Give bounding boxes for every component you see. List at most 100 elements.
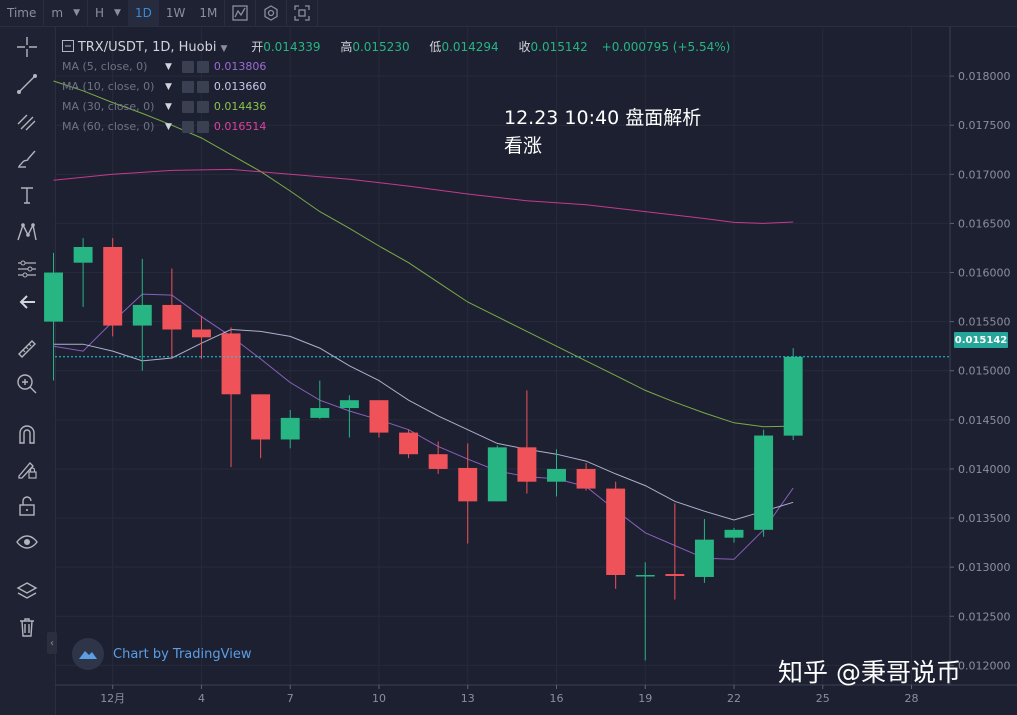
candle-body [754, 435, 774, 530]
ma-legend-row[interactable]: MA (10, close, 0) ▼ 0.013660 [62, 80, 266, 93]
back-arrow-icon[interactable] [13, 288, 41, 316]
tradingview-branding[interactable]: Chart by TradingView [72, 638, 251, 670]
settings-icon[interactable] [181, 120, 194, 133]
price-tick-label: 0.017000 [958, 168, 1011, 181]
open-value: 0.014339 [263, 40, 321, 54]
zoom-in-icon[interactable] [13, 370, 41, 398]
candle-body [103, 246, 123, 326]
ma-legend-row[interactable]: MA (60, close, 0) ▼ 0.016514 [62, 120, 266, 133]
candle-body [251, 394, 271, 440]
candle-body [547, 468, 566, 482]
interval-1w-button[interactable]: 1W [165, 6, 186, 20]
eye-icon[interactable] [13, 528, 41, 556]
magnet-icon[interactable] [13, 420, 41, 448]
pattern-icon[interactable] [13, 218, 41, 246]
crosshair-icon[interactable] [13, 33, 41, 61]
ma-value: 0.013660 [213, 80, 267, 93]
chevron-down-icon: ▼ [165, 81, 172, 92]
fullscreen-button[interactable] [287, 0, 317, 26]
chevron-left-icon: ‹ [50, 637, 54, 649]
candle-body [487, 447, 507, 502]
moving-average-lines [53, 80, 794, 560]
close-value: 0.015142 [530, 40, 588, 54]
chart-type-button[interactable] [225, 0, 255, 26]
trend-line-icon[interactable] [13, 70, 41, 98]
settings-icon[interactable] [181, 80, 194, 93]
toolbar-divider [317, 0, 319, 26]
settings-icon[interactable] [181, 60, 194, 73]
minute-interval-dropdown[interactable]: m ▼ [44, 0, 87, 26]
toolbar-divider [43, 0, 45, 26]
time-tick-label: 25 [816, 692, 830, 705]
ruler-icon[interactable] [13, 335, 41, 363]
candle-body [635, 575, 655, 577]
chart-annotation: 12.23 10:40 盘面解析 看涨 [504, 104, 701, 160]
open-label: 开 [251, 40, 264, 54]
price-axis: 0.018000 0.017500 0.017000 0.016500 0.016000… [950, 70, 1011, 672]
close-icon[interactable] [196, 60, 209, 73]
settings-button[interactable] [256, 0, 286, 26]
price-tick-label: 0.014000 [958, 463, 1011, 476]
ma-value: 0.014436 [213, 100, 267, 113]
price-tick-label: 0.012000 [958, 659, 1011, 672]
toolbar-divider [87, 0, 88, 26]
annotation-line-2: 看涨 [504, 135, 543, 157]
interval-1d-button[interactable]: 1D [127, 0, 159, 26]
collapse-legend-icon [62, 40, 74, 52]
candle-body [132, 304, 152, 326]
unlock-icon[interactable] [13, 492, 41, 520]
time-tick-label: 19 [638, 692, 652, 705]
gear-icon [264, 5, 278, 21]
candle-body [369, 400, 389, 433]
close-icon[interactable] [196, 100, 209, 113]
ma-label: MA (30, close, 0) [62, 100, 155, 113]
candle-body [44, 272, 63, 322]
chevron-down-icon: ▼ [165, 61, 172, 72]
close-icon[interactable] [196, 80, 209, 93]
price-tick-label: 0.016000 [958, 267, 1011, 280]
ma-label: MA (5, close, 0) [62, 60, 148, 73]
chevron-down-icon: ▼ [165, 101, 172, 112]
collapse-toolbar-button[interactable]: ‹ [47, 632, 57, 654]
trash-icon[interactable] [13, 613, 41, 641]
price-tick-label: 0.013000 [958, 561, 1011, 574]
tradingview-label: Chart by TradingView [113, 646, 252, 662]
brush-icon[interactable] [13, 144, 41, 172]
candle-body [665, 574, 685, 576]
candle-body [191, 329, 211, 338]
low-label: 低 [429, 40, 442, 54]
time-axis: 12月 4 7 10 13 16 19 22 25 28 [100, 685, 919, 705]
prediction-icon[interactable] [13, 255, 41, 283]
ma-legend-row[interactable]: MA (30, close, 0) ▼ 0.014436 [62, 100, 266, 113]
candle-body [428, 454, 448, 469]
symbol-title[interactable]: TRX/USDT, 1D, Huobi [77, 40, 217, 55]
last-price-tag: 0.015142 [954, 332, 1008, 348]
close-icon[interactable] [196, 120, 209, 133]
candle-body [694, 539, 714, 577]
ma-legend-row[interactable]: MA (5, close, 0) ▼ 0.013806 [62, 60, 266, 73]
chevron-down-icon: ▼ [114, 8, 121, 18]
text-icon[interactable] [13, 181, 41, 209]
candle-body [606, 488, 626, 576]
hour-interval-dropdown[interactable]: H ▼ [88, 0, 128, 26]
ma-line [53, 168, 794, 224]
chevron-down-icon: ▼ [165, 121, 172, 132]
candle-body [724, 529, 744, 538]
close-label: 收 [518, 40, 531, 54]
layers-icon[interactable] [13, 577, 41, 605]
settings-icon[interactable] [181, 100, 194, 113]
lock-draw-icon[interactable] [13, 455, 41, 483]
price-tick-label: 0.014500 [958, 414, 1011, 427]
time-tick-label: 22 [727, 692, 741, 705]
watermark: 知乎 @秉哥说币 [778, 658, 961, 687]
top-toolbar: Time m ▼ H ▼ 1D 1W 1M [0, 0, 1017, 27]
ma-line [53, 80, 794, 428]
toolbar-divider [224, 0, 226, 26]
minute-label: m [51, 6, 64, 20]
interval-1m-button[interactable]: 1M [199, 6, 218, 20]
candle-body [783, 356, 803, 436]
ma-label: MA (10, close, 0) [62, 80, 155, 93]
annotation-line-1: 12.23 10:40 盘面解析 [504, 107, 702, 129]
fib-icon[interactable] [13, 107, 41, 135]
